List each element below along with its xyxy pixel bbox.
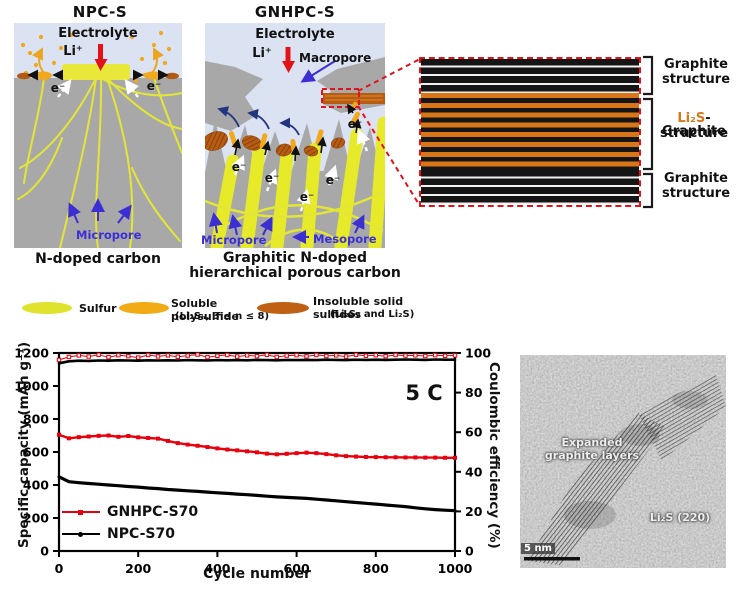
gnhpc-electron-label-4: e⁻ — [325, 173, 341, 187]
polysulfide-legend-swatch — [119, 302, 169, 314]
tem-expanded-line1: Expanded — [561, 436, 623, 449]
tem-scale-label: 5 nm — [521, 543, 555, 554]
svg-text:200: 200 — [125, 561, 151, 576]
li2s-graphite-label-1: Li₂S-Graphite — [646, 112, 740, 138]
gnhpc-curved-arrows — [217, 106, 300, 136]
insoluble-legend-label1: Insoluble solid sulfides — [313, 295, 404, 321]
svg-text:200: 200 — [23, 511, 49, 526]
tem-scale-bar — [524, 557, 580, 561]
npc-sulfur-slab — [62, 64, 130, 80]
svg-text:600: 600 — [284, 561, 310, 576]
sulfur-legend-swatch — [22, 302, 72, 314]
gnhpc-diagram — [205, 23, 385, 248]
tem-expanded-line2: graphite layers — [544, 448, 640, 462]
gnhpc-pore-arrows — [208, 212, 365, 244]
li2s-graphite-layers — [421, 93, 639, 170]
gnhpc-insoluble-sulfides — [205, 131, 346, 157]
svg-text:1200: 1200 — [14, 346, 49, 361]
graphite-structure-label-bottom-1: Graphite — [664, 171, 728, 186]
svg-text:600: 600 — [23, 445, 49, 460]
svg-text:100: 100 — [465, 346, 491, 361]
y-axis-label-left: Specific capacity (mAh g⁻¹) — [16, 341, 32, 548]
npc-micropore-label: Micropore — [76, 228, 142, 242]
svg-text:0: 0 — [465, 544, 474, 559]
insoluble-legend-label2: (Li₂S₂ and Li₂S) — [330, 309, 415, 320]
li2s-text: Li₂S — [677, 111, 706, 126]
svg-text:400: 400 — [204, 561, 230, 576]
macropore-arrow — [300, 60, 336, 83]
svg-text:800: 800 — [23, 412, 49, 427]
li2s-graphite-label-2: structure — [659, 126, 729, 141]
svg-text:0: 0 — [40, 544, 49, 559]
gnhpc-micropore-label: Micropore — [201, 233, 267, 247]
cycling-performance-chart: 0 200 400 600 800 1000 0 200 400 600 800 1000 1200 0 2… — [14, 346, 491, 577]
legend-line-red — [62, 510, 100, 515]
gnhpc-electron-label-3: e⁻ — [299, 190, 315, 204]
npc-title: NPC-S — [72, 3, 128, 21]
polysulfide-legend-label1: Soluble polysulfide — [171, 297, 240, 323]
graphite-layers-top — [421, 59, 639, 93]
svg-text:800: 800 — [363, 561, 389, 576]
gnhpc-electron-label-1: e⁻ — [231, 160, 247, 174]
svg-text:400: 400 — [23, 478, 49, 493]
svg-text:20: 20 — [465, 504, 483, 519]
x-axis-label: Cycle number — [203, 566, 311, 582]
gnhpc-caption-line1: Graphitic N-doped — [223, 250, 367, 266]
gnhpc-electron-label-5: e⁻ — [347, 117, 363, 131]
y-axis-label-right: Coulombic efficiency (%) — [486, 362, 502, 549]
graphite-layers-bottom — [421, 170, 639, 204]
graphite-structure-label-top-1: Graphite — [664, 57, 728, 72]
gnhpc-electron-arrows — [231, 128, 371, 212]
gnhpc-conversion-arrows — [231, 103, 362, 162]
li-ion-arrow — [94, 44, 108, 71]
gnhpc-title: GNHPC-S — [254, 3, 336, 21]
insoluble-legend-swatch — [257, 302, 309, 314]
structure-brackets — [643, 55, 654, 209]
gnhpc-li2s-graphite-slab — [323, 93, 385, 104]
npc-electron-arrows — [57, 79, 139, 98]
graphite-structure-label-bottom-2: structure — [661, 186, 731, 201]
svg-text:60: 60 — [465, 425, 483, 440]
npc-electron-label-left: e⁻ — [50, 81, 66, 95]
gnhpc-electrolyte-label: Electrolyte — [255, 27, 335, 42]
zoom-connector-lines — [357, 58, 421, 207]
gnhpc-electron-label-2: e⁻ — [264, 171, 280, 185]
npc-electrolyte-label: Electrolyte — [58, 26, 138, 41]
tem-image — [520, 355, 726, 568]
npc-diagram — [14, 23, 182, 248]
gnhpc-caption-line2: hierarchical porous carbon — [189, 265, 401, 281]
npc-sulfur-veins — [17, 77, 182, 248]
npc-li-label: Li⁺ — [63, 44, 83, 59]
legend-square-marker — [78, 510, 83, 515]
legend-label-npc: NPC-S70 — [107, 526, 175, 542]
legend-label-gnhpc: GNHPC-S70 — [107, 504, 199, 520]
polysulfide-legend-label2: (Li₂Sₙ, 3 ≤ n ≤ 8) — [175, 311, 270, 322]
svg-text:40: 40 — [465, 464, 483, 479]
gnhpc-mesopore-label: Mesopore — [313, 232, 377, 246]
graphite-text: -Graphite — [662, 111, 726, 139]
svg-text:1000: 1000 — [14, 379, 49, 394]
legend-circle-marker — [78, 532, 83, 537]
npc-caption: N-doped carbon — [35, 251, 161, 267]
graphite-stack-diagram — [419, 57, 641, 207]
sulfur-legend-label: Sulfur — [79, 302, 117, 315]
li-ion-arrow-gnhpc — [282, 47, 295, 73]
svg-text:80: 80 — [465, 385, 483, 400]
zoom-region-box — [321, 88, 360, 108]
tem-li2s-label: Li₂S (220) — [649, 511, 711, 524]
chart-legend-npc: NPC-S70 — [62, 526, 175, 542]
svg-text:0: 0 — [55, 561, 64, 576]
chart-legend-gnhpc: GNHPC-S70 — [62, 504, 198, 520]
npc-micropore-arrows — [68, 198, 132, 224]
macropore-label: Macropore — [299, 51, 372, 65]
graphite-structure-label-top-2: structure — [661, 72, 731, 87]
gnhpc-li-label: Li⁺ — [252, 46, 272, 61]
svg-text:1000: 1000 — [438, 561, 473, 576]
legend-line-black — [62, 532, 100, 537]
c-rate-annotation: 5 C — [405, 381, 443, 405]
tem-expanded-label: Expanded graphite layers — [544, 436, 640, 462]
tem-lattice-fringes — [528, 375, 726, 565]
npc-electron-label-right: e⁻ — [146, 79, 162, 93]
